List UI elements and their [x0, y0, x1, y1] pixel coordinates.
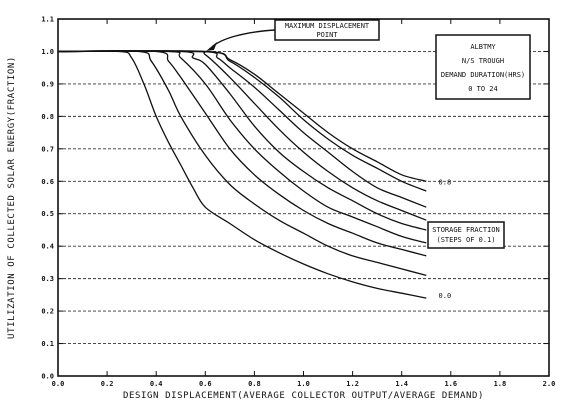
x-tick-label: 1.8: [494, 380, 507, 388]
y-tick-label: 0.8: [41, 113, 54, 121]
max-point-arrow: [211, 29, 276, 48]
y-tick-label: 0.7: [41, 145, 54, 153]
info-line-site: ALBTMY: [470, 43, 496, 51]
x-tick-label: 0.2: [101, 380, 114, 388]
y-tick-label: 0.6: [41, 178, 54, 186]
series-line-6: [57, 50, 427, 208]
y-axis-label: UTILIZATION OF COLLECTED SOLAR ENERGY(FR…: [7, 56, 17, 339]
max-note-line-1: MAXIMUM DISPLACEMENT: [285, 22, 370, 30]
y-tick-label: 0.4: [41, 243, 54, 251]
max-note-line-2: POINT: [316, 31, 338, 39]
x-tick-label: 1.4: [395, 380, 408, 388]
x-tick-label: 1.0: [297, 380, 310, 388]
curve-label-bottom: 0.0: [439, 292, 452, 300]
series-line-1: [57, 50, 427, 277]
y-tick-label: 0.3: [41, 275, 54, 283]
y-tick-label: 0.2: [41, 308, 54, 316]
series-line-4: [57, 50, 427, 231]
series-line-0: [57, 50, 427, 299]
max-displacement-note: MAXIMUM DISPLACEMENT POINT: [274, 19, 380, 41]
x-tick-label: 0.4: [150, 380, 163, 388]
series-line-2: [57, 50, 427, 257]
series-line-7: [57, 50, 427, 192]
info-line-collector: N/S TROUGH: [462, 57, 504, 65]
info-line-range: 0 TO 24: [468, 85, 498, 93]
y-tick-label: 0.1: [41, 340, 54, 348]
series-curves: [57, 50, 427, 299]
x-tick-label: 1.6: [444, 380, 457, 388]
axis-ticks: 0.00.10.20.30.40.50.60.70.80.91.01.10.0 0…: [41, 16, 555, 389]
storage-fraction-note: STORAGE FRACTION (STEPS OF 0.1): [427, 221, 505, 249]
curve-label-top: 0.8: [439, 178, 452, 186]
x-tick-label: 2.0: [543, 380, 556, 388]
y-tick-label: 0.9: [41, 80, 54, 88]
info-line-duration: DEMAND DURATION(HRS): [441, 71, 525, 79]
series-line-8: [57, 50, 427, 182]
y-tick-label: 1.1: [41, 16, 54, 24]
x-tick-label: 0.8: [248, 380, 261, 388]
series-line-3: [57, 50, 427, 244]
storage-note-line-1: STORAGE FRACTION: [432, 226, 499, 234]
max-point-arrowhead: [206, 42, 217, 51]
info-box: ALBTMY N/S TROUGH DEMAND DURATION(HRS) 0…: [435, 34, 531, 100]
x-tick-label: 0.6: [199, 380, 212, 388]
x-tick-label: 0.0: [52, 380, 65, 388]
x-axis-label: DESIGN DISPLACEMENT(AVERAGE COLLECTOR OU…: [123, 391, 484, 401]
y-tick-label: 0.5: [41, 210, 54, 218]
x-tick-label: 1.2: [346, 380, 359, 388]
y-tick-label: 1.0: [41, 48, 54, 56]
y-tick-label: 0.0: [41, 373, 54, 381]
storage-note-line-2: (STEPS OF 0.1): [436, 236, 495, 244]
